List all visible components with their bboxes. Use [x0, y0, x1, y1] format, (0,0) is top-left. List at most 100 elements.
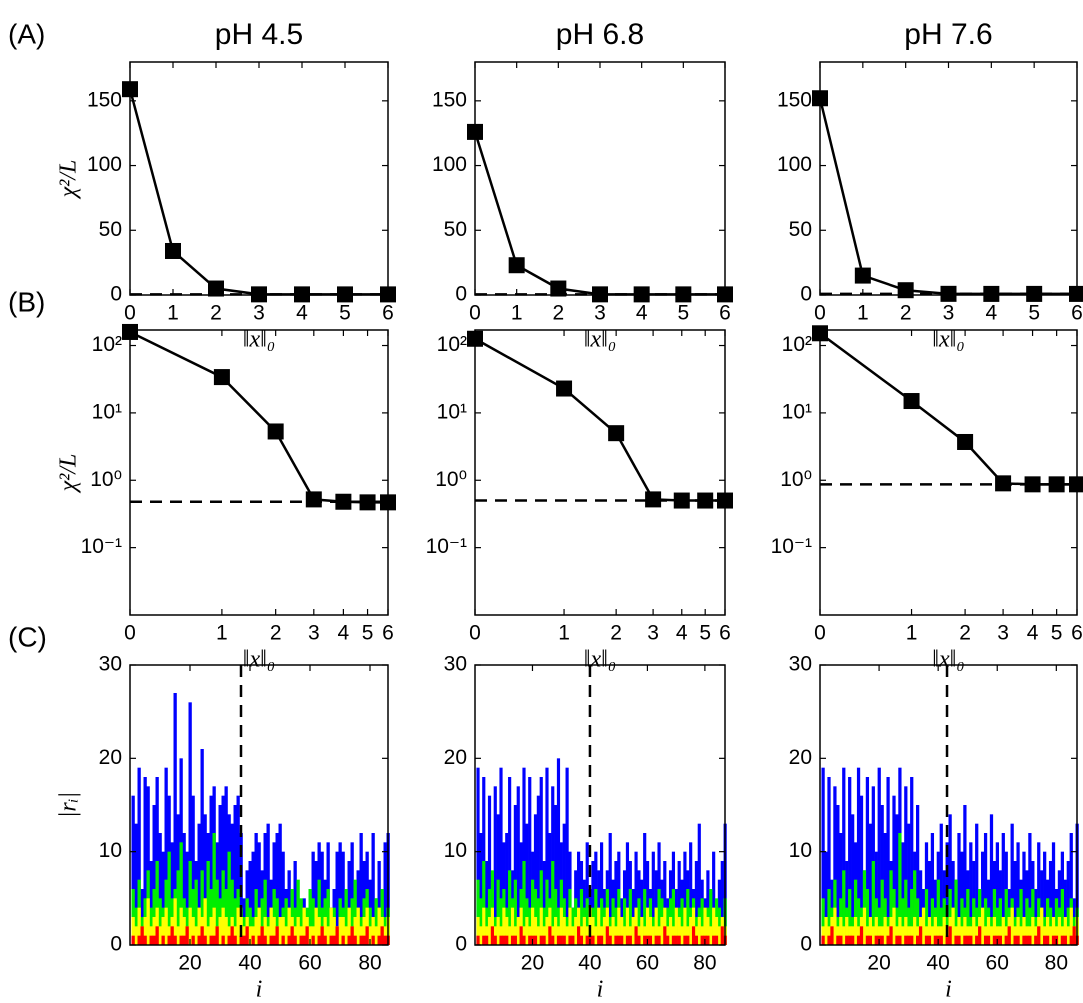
bar: [605, 926, 609, 945]
bar: [898, 935, 902, 945]
y-tick-label: 10: [789, 839, 812, 862]
bar: [579, 935, 584, 945]
bar: [254, 917, 258, 945]
bar: [674, 907, 678, 945]
bar: [1063, 879, 1067, 945]
bar: [485, 861, 489, 945]
bar: [986, 935, 991, 945]
marker: [854, 267, 871, 284]
bar: [152, 805, 156, 945]
bar: [533, 814, 538, 945]
bar: [149, 861, 153, 945]
bar: [508, 777, 512, 945]
bar: [374, 898, 378, 945]
bar: [200, 749, 204, 945]
bar: [921, 907, 926, 945]
bar: [191, 935, 195, 945]
y-tick-label: 0: [455, 933, 467, 956]
bar: [706, 935, 710, 945]
bar: [848, 935, 852, 945]
bar: [1051, 842, 1056, 945]
bar: [571, 926, 575, 945]
bar: [657, 889, 661, 945]
bar: [901, 898, 905, 945]
bar: [281, 935, 285, 945]
bar: [551, 926, 555, 945]
bar: [889, 870, 893, 945]
bar: [308, 889, 312, 945]
y-tick-label: 10⁰: [435, 468, 467, 491]
bar: [904, 786, 908, 945]
bar: [293, 935, 297, 945]
bar: [383, 926, 387, 945]
bar: [871, 861, 875, 945]
bar: [371, 833, 375, 945]
x-axis-label: ‖x‖₀: [584, 647, 616, 673]
bar: [948, 926, 952, 945]
bar: [482, 861, 486, 945]
bar: [513, 926, 517, 945]
bar: [341, 851, 345, 945]
bar: [930, 833, 935, 945]
bar: [1037, 842, 1041, 945]
bar: [317, 935, 321, 945]
marker: [995, 475, 1012, 492]
bar: [562, 935, 566, 945]
bar: [272, 917, 276, 945]
bar: [510, 935, 515, 945]
bar: [188, 702, 192, 945]
bar: [1013, 935, 1017, 945]
bar: [845, 861, 849, 945]
bar: [513, 879, 517, 945]
marker: [305, 491, 322, 508]
bar: [266, 926, 270, 945]
plot-frame: [129, 61, 389, 296]
bar: [620, 917, 624, 945]
y-tick-label: 10²: [782, 333, 812, 356]
bar: [257, 935, 261, 945]
panel-label: (B): [8, 286, 45, 317]
bar: [356, 907, 360, 945]
bar: [161, 917, 165, 945]
panel: 0 1 2 3 4 5 6 0 50 100 150 pH 6.8 ‖x‖₀: [432, 18, 733, 353]
bar: [568, 907, 572, 945]
bar: [209, 795, 213, 945]
bar: [347, 861, 351, 945]
bar: [1016, 917, 1020, 945]
bar: [155, 861, 159, 945]
marker: [359, 494, 376, 511]
bar: [1019, 889, 1023, 945]
bar: [329, 907, 333, 945]
bar: [677, 935, 681, 945]
x-axis-label: i: [945, 977, 952, 999]
bar: [824, 851, 828, 945]
bar: [1010, 907, 1014, 945]
bar: [1057, 870, 1062, 945]
y-axis-label: |rᵢ|: [56, 792, 82, 818]
bar: [542, 861, 546, 945]
bar: [1013, 926, 1017, 945]
bar: [314, 861, 318, 945]
bar: [709, 889, 713, 945]
bar: [568, 935, 572, 945]
bar: [260, 898, 264, 945]
bar: [362, 917, 366, 945]
bar: [1045, 935, 1050, 945]
bar: [551, 861, 555, 945]
bar: [1040, 907, 1044, 945]
bar: [654, 870, 658, 945]
y-tick-label: 0: [455, 283, 467, 306]
bar: [1063, 935, 1067, 945]
x-tick-label: 5: [1051, 622, 1063, 645]
marker: [267, 423, 284, 440]
bar: [992, 917, 997, 945]
x-tick-label: 4: [338, 622, 350, 645]
x-tick-label: 1: [216, 622, 228, 645]
bar: [954, 879, 958, 945]
bar: [712, 851, 716, 945]
bar: [839, 935, 843, 945]
chart-title: pH 4.5: [215, 18, 303, 51]
marker: [1069, 476, 1083, 493]
bar: [323, 917, 327, 945]
x-tick-label: 80: [693, 952, 716, 975]
